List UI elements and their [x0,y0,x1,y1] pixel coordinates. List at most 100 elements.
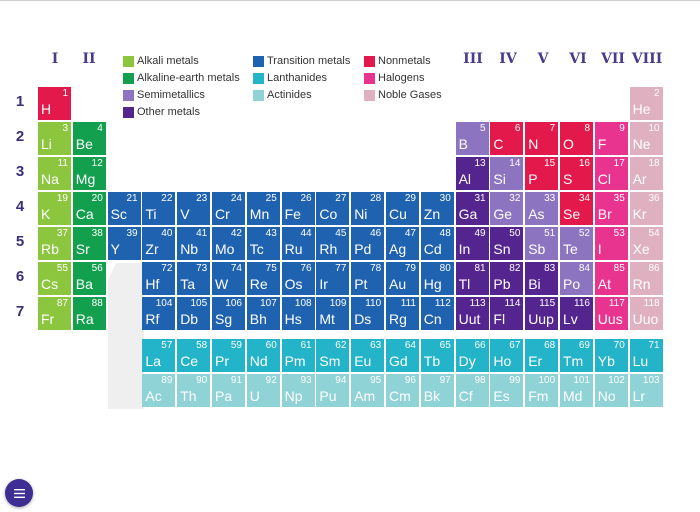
element-au[interactable]: 79 Au [386,262,419,295]
element-sg[interactable]: 106 Sg [212,297,245,330]
element-lu[interactable]: 71 Lu [629,339,663,372]
element-cf[interactable]: 98 Cf [455,374,489,407]
element-cd[interactable]: 48 Cd [420,227,454,260]
element-te[interactable]: 52 Te [560,227,593,260]
element-es[interactable]: 99 Es [490,374,524,407]
menu-button[interactable] [5,479,33,507]
element-at[interactable]: 85 At [594,262,628,295]
legend-item-alkaline-earth-metals[interactable]: Alkaline-earth metals [123,71,240,85]
element-ni[interactable]: 28 Ni [351,192,385,225]
element-pd[interactable]: 46 Pd [351,227,385,260]
element-sb[interactable]: 51 Sb [525,227,559,260]
element-bh[interactable]: 107 Bh [246,297,280,330]
element-ar[interactable]: 18 Ar [629,157,663,190]
element-cl[interactable]: 17 Cl [594,157,628,190]
element-fe[interactable]: 26 Fe [281,192,315,225]
element-lr[interactable]: 103 Lr [629,374,663,407]
element-ti[interactable]: 22 Ti [142,192,176,225]
element-be[interactable]: 4 Be [72,122,106,155]
legend-item-nonmetals[interactable]: Nonmetals [364,54,431,68]
element-os[interactable]: 76 Os [281,262,315,295]
element-np[interactable]: 93 Np [281,374,315,407]
element-u[interactable]: 92 U [246,374,280,407]
element-mg[interactable]: 12 Mg [72,157,106,190]
element-li[interactable]: 3 Li [38,122,71,155]
element-ga[interactable]: 31 Ga [455,192,489,225]
element-nb[interactable]: 41 Nb [177,227,211,260]
legend-item-lanthanides[interactable]: Lanthanides [253,71,327,85]
element-pt[interactable]: 78 Pt [351,262,385,295]
element-pu[interactable]: 94 Pu [316,374,350,407]
element-sn[interactable]: 50 Sn [490,227,524,260]
element-se[interactable]: 34 Se [560,192,593,225]
element-co[interactable]: 27 Co [316,192,350,225]
legend-item-noble-gases[interactable]: Noble Gases [364,88,442,102]
element-bi[interactable]: 83 Bi [525,262,559,295]
element-he[interactable]: 2 He [629,87,663,120]
element-pb[interactable]: 82 Pb [490,262,524,295]
element-ru[interactable]: 44 Ru [281,227,315,260]
element-ho[interactable]: 67 Ho [490,339,524,372]
element-pm[interactable]: 61 Pm [281,339,315,372]
element-hf[interactable]: 72 Hf [142,262,176,295]
element-ge[interactable]: 32 Ge [490,192,524,225]
element-sc[interactable]: 21 Sc [107,192,141,225]
element-cu[interactable]: 29 Cu [386,192,419,225]
element-tb[interactable]: 65 Tb [420,339,454,372]
legend-item-halogens[interactable]: Halogens [364,71,424,85]
element-k[interactable]: 19 K [38,192,71,225]
legend-item-semimetallics[interactable]: Semimetallics [123,88,205,102]
element-i[interactable]: 53 I [594,227,628,260]
element-rh[interactable]: 45 Rh [316,227,350,260]
element-ds[interactable]: 110 Ds [351,297,385,330]
element-la[interactable]: 57 La [142,339,176,372]
element-ac[interactable]: 89 Ac [142,374,176,407]
element-pa[interactable]: 91 Pa [212,374,245,407]
element-dy[interactable]: 66 Dy [455,339,489,372]
element-uut[interactable]: 113 Uut [455,297,489,330]
element-ne[interactable]: 10 Ne [629,122,663,155]
element-ag[interactable]: 47 Ag [386,227,419,260]
element-tl[interactable]: 81 Tl [455,262,489,295]
element-al[interactable]: 13 Al [455,157,489,190]
legend-item-other-metals[interactable]: Other metals [123,105,200,119]
element-cr[interactable]: 24 Cr [212,192,245,225]
element-rb[interactable]: 37 Rb [38,227,71,260]
element-xe[interactable]: 54 Xe [629,227,663,260]
element-cm[interactable]: 96 Cm [386,374,419,407]
element-s[interactable]: 16 S [560,157,593,190]
element-po[interactable]: 84 Po [560,262,593,295]
element-si[interactable]: 14 Si [490,157,524,190]
element-am[interactable]: 95 Am [351,374,385,407]
element-hs[interactable]: 108 Hs [281,297,315,330]
element-ir[interactable]: 77 Ir [316,262,350,295]
element-ce[interactable]: 58 Ce [177,339,211,372]
element-v[interactable]: 23 V [177,192,211,225]
element-fr[interactable]: 87 Fr [38,297,71,330]
element-pr[interactable]: 59 Pr [212,339,245,372]
element-nd[interactable]: 60 Nd [246,339,280,372]
legend-item-transition-metals[interactable]: Transition metals [253,54,350,68]
element-gd[interactable]: 64 Gd [386,339,419,372]
element-yb[interactable]: 70 Yb [594,339,628,372]
element-ba[interactable]: 56 Ba [72,262,106,295]
element-sr[interactable]: 38 Sr [72,227,106,260]
element-fm[interactable]: 100 Fm [525,374,559,407]
element-rf[interactable]: 104 Rf [142,297,176,330]
element-cs[interactable]: 55 Cs [38,262,71,295]
legend-item-actinides[interactable]: Actinides [253,88,312,102]
element-rn[interactable]: 86 Rn [629,262,663,295]
element-eu[interactable]: 63 Eu [351,339,385,372]
element-mo[interactable]: 42 Mo [212,227,245,260]
element-na[interactable]: 11 Na [38,157,71,190]
element-as[interactable]: 33 As [525,192,559,225]
element-mt[interactable]: 109 Mt [316,297,350,330]
element-uuo[interactable]: 118 Uuo [629,297,663,330]
element-lv[interactable]: 116 Lv [560,297,593,330]
